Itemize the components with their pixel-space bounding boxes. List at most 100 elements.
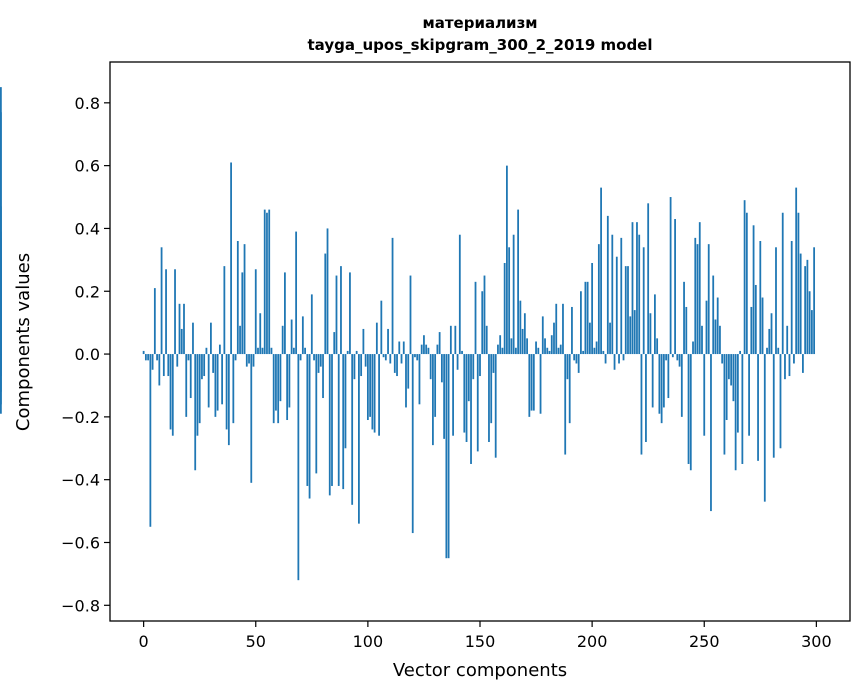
- bar: [205, 347, 208, 355]
- bar: [651, 354, 654, 408]
- bar: [739, 350, 742, 355]
- bar: [557, 347, 560, 355]
- bar: [620, 237, 623, 355]
- bar: [142, 350, 145, 355]
- plot-frame: [109, 61, 851, 622]
- bar: [351, 354, 354, 505]
- bar: [427, 347, 430, 355]
- bar: [559, 344, 562, 355]
- bar: [243, 244, 246, 355]
- y-axis-label: Components values: [13, 253, 34, 431]
- bar: [766, 347, 768, 355]
- bar: [622, 354, 625, 361]
- bar: [292, 347, 295, 355]
- bar: [761, 297, 764, 355]
- bar: [467, 354, 470, 402]
- bar: [763, 354, 766, 502]
- bar: [772, 354, 775, 458]
- y-tick-label: −0.2: [61, 408, 100, 427]
- bar: [398, 341, 401, 355]
- bar: [485, 325, 488, 355]
- bar: [624, 266, 627, 355]
- bar: [295, 231, 298, 355]
- bar: [754, 284, 757, 355]
- bar: [378, 354, 380, 436]
- bar: [355, 350, 358, 355]
- bar: [463, 354, 466, 433]
- bar: [0, 354, 2, 392]
- bar: [535, 341, 537, 355]
- bar: [236, 241, 239, 355]
- bar: [288, 354, 291, 408]
- bar: [566, 354, 569, 380]
- bar: [362, 328, 365, 355]
- bar: [241, 272, 244, 355]
- bar: [203, 354, 206, 377]
- bar: [162, 354, 165, 377]
- bar: [649, 313, 652, 355]
- bar: [301, 316, 304, 355]
- bar: [458, 234, 461, 355]
- bar: [741, 354, 744, 464]
- bar: [358, 354, 360, 524]
- x-tick-label: 50: [246, 632, 266, 651]
- bar: [315, 354, 318, 474]
- bar: [680, 354, 683, 417]
- bar: [568, 354, 571, 424]
- bar: [510, 338, 513, 355]
- bars-group: [0, 87, 816, 581]
- bar: [795, 187, 798, 355]
- bar: [541, 316, 544, 355]
- bar: [174, 269, 176, 355]
- bar: [745, 212, 748, 355]
- bar: [393, 354, 396, 373]
- bar: [335, 275, 338, 355]
- bar: [636, 222, 638, 355]
- bar: [775, 247, 777, 355]
- bar: [425, 344, 428, 355]
- bar: [438, 332, 441, 355]
- bar: [667, 354, 670, 399]
- bar: [736, 354, 739, 433]
- bar: [192, 322, 194, 355]
- bar: [479, 354, 481, 377]
- bar: [407, 354, 410, 389]
- bar: [512, 234, 515, 355]
- bar: [678, 354, 681, 367]
- y-tick-label: 0.8: [75, 94, 100, 113]
- bar: [719, 325, 721, 355]
- bar: [716, 297, 719, 355]
- bar: [275, 354, 277, 411]
- bar: [553, 322, 555, 355]
- bar: [707, 244, 710, 355]
- bar: [212, 354, 215, 373]
- bar: [281, 325, 284, 355]
- bar: [310, 294, 313, 355]
- bar: [662, 354, 665, 408]
- bar: [593, 347, 596, 355]
- bar: [573, 354, 576, 361]
- x-axis-ticks: 0 50 100 150 200 250 300: [139, 621, 832, 651]
- bar: [618, 354, 620, 364]
- bar: [591, 262, 594, 355]
- bar: [337, 354, 340, 486]
- bar: [286, 354, 289, 421]
- bar: [160, 247, 163, 355]
- bar: [748, 354, 750, 436]
- bar: [400, 354, 403, 364]
- bar: [779, 354, 782, 449]
- bar: [207, 354, 210, 408]
- bar: [313, 354, 315, 361]
- bar: [728, 354, 730, 380]
- x-tick-label: 250: [689, 632, 720, 651]
- bar: [544, 338, 546, 355]
- bar: [671, 354, 674, 358]
- bar: [411, 354, 414, 534]
- bar: [429, 354, 432, 380]
- bar: [526, 338, 528, 355]
- bar: [232, 354, 235, 424]
- bar: [308, 354, 311, 499]
- bar: [694, 237, 697, 355]
- bar: [750, 306, 753, 355]
- bar: [687, 354, 690, 464]
